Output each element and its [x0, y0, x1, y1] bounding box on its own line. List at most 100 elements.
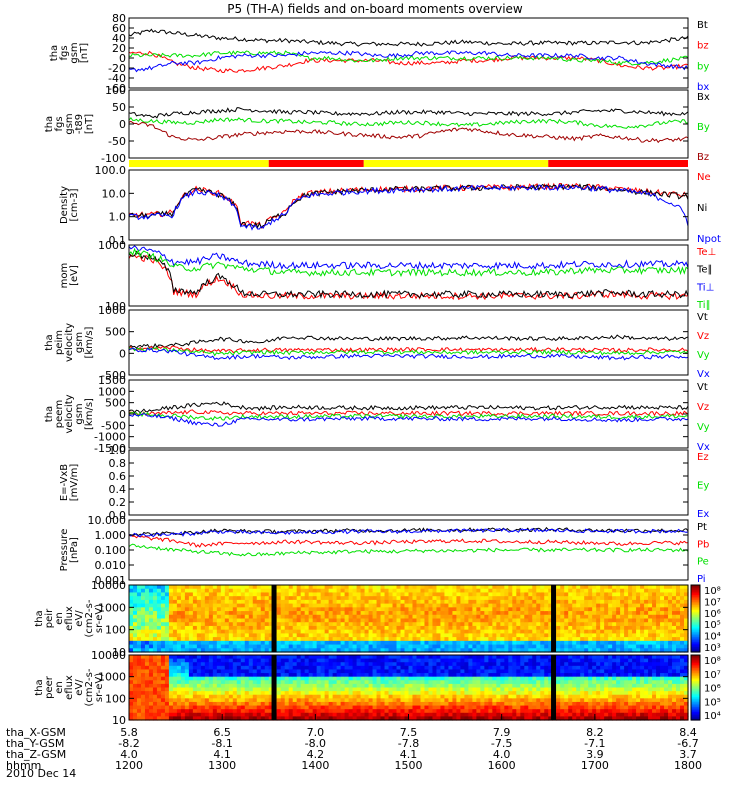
time-axis-value: -8.0 [305, 737, 326, 750]
legend-entry: Ex [697, 509, 709, 520]
series-line-fgs_gse-0 [128, 107, 689, 119]
y-tick-label: 10.0 [102, 187, 127, 200]
legend-entry: Pe [697, 557, 709, 568]
legend-entry: Bx [697, 92, 710, 103]
legend-entry: Ti∥ [696, 300, 711, 311]
time-axis-value: 3.9 [586, 748, 604, 761]
y-tick-label: 1.000 [95, 529, 127, 542]
series-line-fgs_gse-1 [128, 116, 689, 129]
y-axis-label: Density [59, 186, 70, 224]
series-line-fgs_gse-2 [128, 120, 689, 144]
time-axis-row-label: tha_Y-GSM [6, 737, 64, 750]
series-line-pressure-3 [128, 528, 689, 538]
y-tick-label: 10000 [91, 649, 126, 662]
y-tick-label: 500 [105, 326, 126, 339]
y-tick-label: 10.000 [88, 514, 127, 527]
y-axis-label: gsm [74, 332, 85, 353]
y-tick-label: 80 [112, 12, 126, 25]
y-tick-label: -1000 [94, 431, 126, 444]
time-axis-value: 1300 [208, 759, 236, 772]
series-line-fgs-1 [128, 50, 689, 74]
panel-frame [128, 169, 689, 241]
y-axis-label: (cm2-s- [84, 599, 95, 637]
series-line-temp-2 [128, 245, 689, 271]
series-line-density-2 [128, 183, 689, 231]
y-tick-label: -500 [101, 419, 126, 432]
y-axis-label: [km/s] [84, 326, 95, 358]
legend-entry: Vt [697, 382, 708, 393]
y-axis-label: velocity [64, 323, 75, 362]
y-axis-label: sr-eV) [94, 604, 105, 633]
legend-entry: Pi [697, 574, 706, 585]
y-tick-label: 40 [112, 32, 126, 45]
y-axis-label: velocity [64, 394, 75, 433]
time-axis-value: 7.0 [307, 726, 325, 739]
colorbar-tick-label: 10⁴ [704, 632, 721, 643]
time-axis-value: 3.7 [679, 748, 697, 761]
y-axis-label: tha [44, 116, 55, 132]
y-tick-label: 1.0 [109, 211, 127, 224]
y-axis-label: sr-eV) [94, 673, 105, 702]
y-tick-label: 1500 [98, 374, 126, 387]
time-axis-value: -8.2 [118, 737, 139, 750]
y-tick-label: 50 [112, 101, 126, 114]
panel-density: Ne Ni Npot 100.0 10.0 1.0 0.1 Density [cm-3] [59, 164, 721, 247]
legend-entry: Ey [697, 481, 709, 492]
y-tick-label: -50 [108, 135, 126, 148]
panel-frame [128, 17, 689, 89]
legend-entry: Ne [697, 172, 711, 183]
time-axis-row-label: tha_Z-GSM [6, 748, 66, 761]
y-axis-label: tha [44, 334, 55, 350]
time-axis-value: -6.7 [677, 737, 698, 750]
y-tick-label: 0.2 [109, 496, 127, 509]
y-tick-label: 1000 [98, 239, 126, 252]
legend-entry: Vz [697, 402, 709, 413]
legend-entry: bx [697, 82, 709, 93]
series-line-velocity_electron-1 [128, 409, 689, 417]
y-tick-label: 1000 [98, 304, 126, 317]
series-line-velocity_ion-0 [128, 334, 689, 349]
series-line-pressure-1 [128, 534, 689, 548]
y-axis-label: en [54, 681, 65, 694]
panel-efield: Ez Ey Ex 1.00.80.60.40.20.0 E=-VxB [mV/m] [59, 444, 709, 522]
y-axis-label: gsm [64, 113, 75, 134]
date-label: 2010 Dec 14 [6, 767, 77, 780]
colorbar-tick-label: 10⁴ [704, 711, 721, 722]
y-axis-label: eV/ [74, 610, 85, 627]
legend-entry: bz [697, 41, 709, 52]
time-axis-value: 1200 [115, 759, 143, 772]
y-axis-label: peir [44, 608, 55, 628]
series-line-fgs-0 [128, 28, 689, 47]
y-tick-label: 0.8 [109, 457, 127, 470]
y-tick-label: -60 [108, 82, 126, 95]
colorbar-tick-label: 10³ [704, 643, 721, 654]
time-axis-value: 1800 [674, 759, 702, 772]
series-line-fgs-2 [128, 50, 689, 66]
y-tick-label: 60 [112, 22, 126, 35]
series-line-velocity_ion-2 [128, 346, 689, 357]
y-axis-label: (cm2-s- [84, 668, 95, 706]
y-tick-label: 0 [119, 118, 126, 131]
panel-frame [128, 309, 689, 376]
y-axis-label: [km/s] [84, 398, 95, 430]
time-axis-value: 7.5 [400, 726, 418, 739]
y-axis-label: [nPa] [69, 537, 80, 563]
y-axis-label: [eV] [69, 265, 80, 286]
legend-entry: Vy [697, 422, 710, 433]
y-tick-label: -20 [108, 62, 126, 75]
time-axis-value: 5.8 [120, 726, 138, 739]
time-axis-value: -7.8 [398, 737, 419, 750]
y-tick-label: 10 [112, 646, 126, 659]
y-tick-label: 1000 [98, 601, 126, 614]
series-line-temp-1 [128, 250, 689, 300]
y-axis-label: [mV/m] [69, 464, 80, 502]
y-tick-label: 0.001 [95, 574, 127, 587]
y-tick-label: 0.0 [109, 509, 127, 522]
y-tick-label: 100 [105, 300, 126, 313]
panel-frame [128, 89, 689, 159]
time-axis-value: 4.1 [213, 748, 231, 761]
series-line-velocity_ion-1 [128, 345, 689, 354]
